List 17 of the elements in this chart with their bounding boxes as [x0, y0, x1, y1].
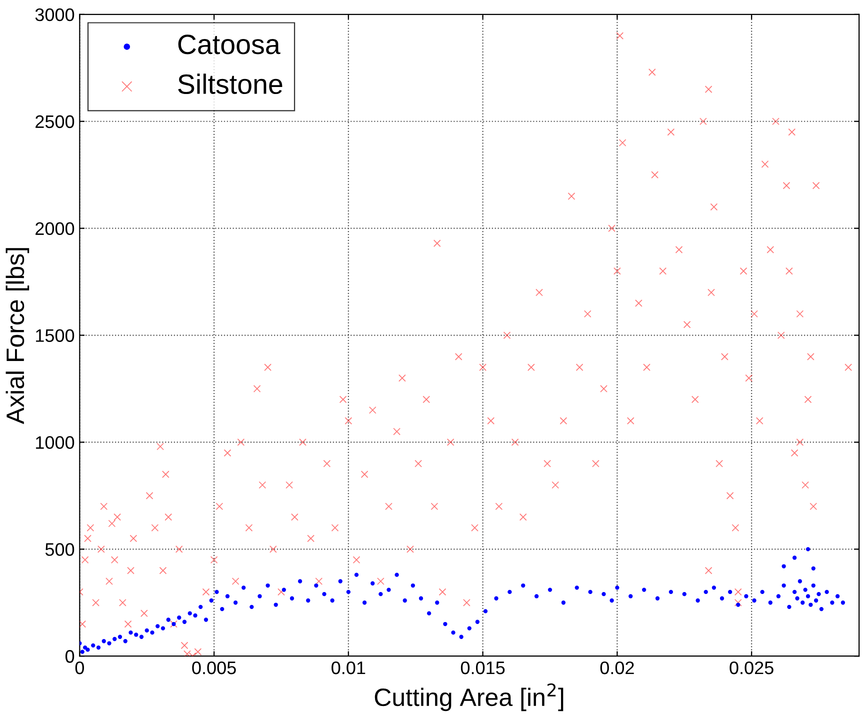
y-tick-label: 0 — [65, 650, 74, 663]
legend-label: Siltstone — [178, 74, 282, 94]
x-tick-label: 0.005 — [192, 661, 236, 674]
legend-label: Catoosa — [178, 34, 280, 54]
x-tick-label: 0.01 — [332, 661, 366, 674]
x-tick-label: 0.02 — [600, 661, 634, 674]
x-tick-label: 0.025 — [730, 661, 774, 674]
y-tick-label: 2500 — [36, 115, 74, 128]
x-tick-label: 0 — [75, 661, 84, 674]
y-tick-label: 500 — [45, 543, 74, 556]
x-axis-title: Cutting Area [in$^{2}$] — [374, 683, 564, 712]
x-tick-label: 0.015 — [460, 661, 505, 674]
y-axis-title: Axial Force [lbs] — [6, 248, 30, 424]
y-tick-label: 3000 — [35, 8, 74, 22]
y-tick-label: 1000 — [36, 436, 74, 449]
y-tick-label: 2000 — [36, 222, 74, 236]
y-tick-label: 1500 — [36, 329, 74, 342]
